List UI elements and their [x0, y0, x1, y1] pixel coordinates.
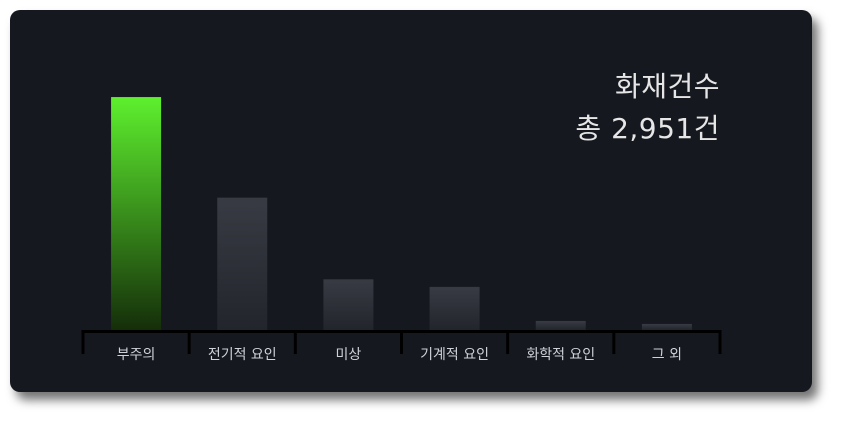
x-tick-label-4: 기계적 요인	[420, 347, 489, 363]
x-tick-4	[506, 330, 510, 354]
x-tick-label-2: 전기적 요인	[208, 347, 277, 363]
bar-5	[535, 320, 586, 330]
bar-6	[641, 323, 692, 330]
bar-4	[429, 286, 480, 330]
bar-1	[111, 97, 162, 330]
x-axis	[81, 330, 722, 354]
x-tick-5	[612, 330, 616, 354]
bar-2	[217, 197, 268, 330]
bars-group	[111, 97, 692, 330]
x-tick-label-3: 미상	[336, 347, 362, 363]
chart-title-block: 화재건수 총 2,951건	[575, 66, 720, 150]
x-tick-2	[293, 330, 297, 354]
x-tick-0	[81, 330, 85, 354]
x-tick-3	[400, 330, 403, 354]
x-tick-1	[187, 330, 191, 354]
x-tick-6	[718, 330, 722, 354]
x-tick-label-5: 화학적 요인	[526, 347, 595, 363]
chart-subtitle: 총 2,951건	[575, 112, 720, 145]
x-tick-label-1: 부주의	[117, 347, 156, 363]
chart-title: 화재건수	[614, 70, 720, 103]
bar-3	[323, 279, 374, 330]
x-tick-label-6: 그 외	[652, 347, 682, 363]
x-tick-labels: 부주의 전기적 요인 미상 기계적 요인 화학적 요인 그 외	[117, 347, 682, 363]
